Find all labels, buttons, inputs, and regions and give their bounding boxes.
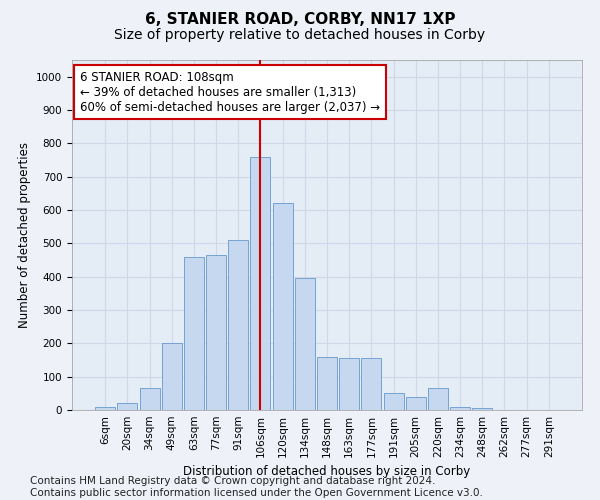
Bar [339, 358, 359, 410]
Y-axis label: Number of detached properties: Number of detached properties [17, 142, 31, 328]
Bar [206, 255, 226, 410]
Bar [383, 394, 404, 410]
Bar [228, 240, 248, 410]
Bar [184, 256, 204, 410]
Bar [406, 396, 426, 410]
Bar [250, 156, 271, 410]
Text: Size of property relative to detached houses in Corby: Size of property relative to detached ho… [115, 28, 485, 42]
Bar [472, 408, 492, 410]
X-axis label: Distribution of detached houses by size in Corby: Distribution of detached houses by size … [184, 466, 470, 478]
Bar [361, 358, 382, 410]
Bar [95, 406, 115, 410]
Bar [428, 388, 448, 410]
Text: Contains HM Land Registry data © Crown copyright and database right 2024.
Contai: Contains HM Land Registry data © Crown c… [30, 476, 483, 498]
Bar [450, 406, 470, 410]
Text: 6, STANIER ROAD, CORBY, NN17 1XP: 6, STANIER ROAD, CORBY, NN17 1XP [145, 12, 455, 28]
Bar [317, 356, 337, 410]
Bar [162, 344, 182, 410]
Bar [118, 404, 137, 410]
Bar [272, 204, 293, 410]
Bar [295, 278, 315, 410]
Bar [140, 388, 160, 410]
Text: 6 STANIER ROAD: 108sqm
← 39% of detached houses are smaller (1,313)
60% of semi-: 6 STANIER ROAD: 108sqm ← 39% of detached… [80, 70, 380, 114]
